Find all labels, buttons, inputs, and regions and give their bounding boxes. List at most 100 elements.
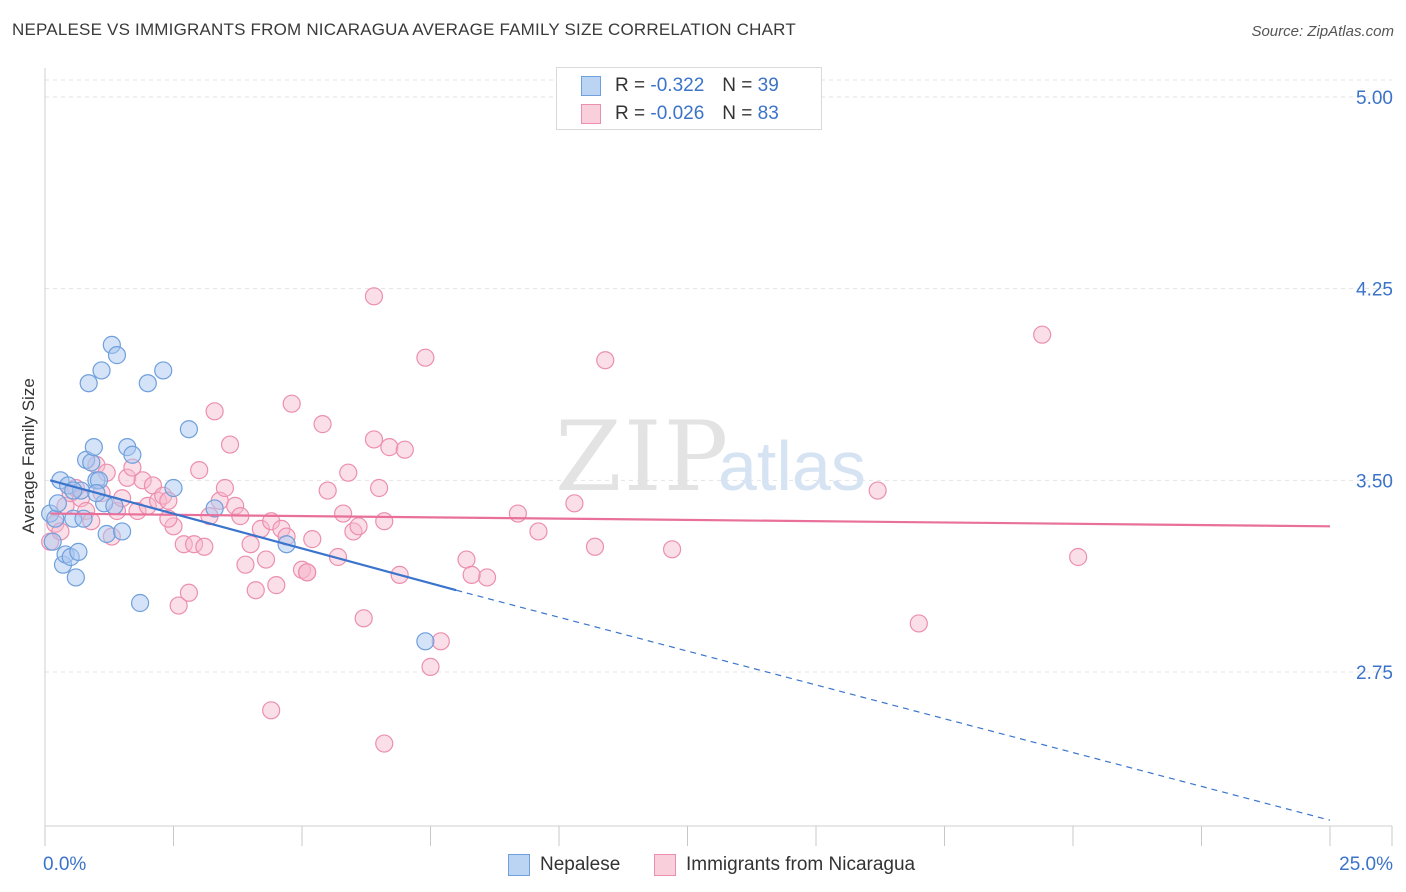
data-point-nicaragua [431,632,450,651]
data-point-nicaragua [236,555,255,574]
data-point-nicaragua [364,287,384,306]
data-point-nicaragua [241,535,260,554]
data-point-nicaragua [303,530,322,549]
data-point-nicaragua [195,537,214,556]
data-point-nicaragua [220,435,240,454]
legend-r-value: -0.026 [650,103,705,124]
data-point-nicaragua [133,471,152,490]
data-point-nicaragua [205,402,224,421]
series-legend: Nepalese Immigrants from Nicaragua [0,852,1406,878]
data-point-nicaragua [174,535,193,554]
data-point-nepalese [164,478,183,498]
data-point-nepalese [130,593,150,613]
data-point-nepalese [154,361,173,380]
x-tick-label: 25.0% [1339,854,1393,875]
data-point-nicaragua [585,537,605,556]
data-point-nicaragua [375,734,394,753]
data-point-nicaragua [298,563,317,582]
legend-r-label: R = [615,103,646,124]
legend-n-value: 39 [757,75,779,96]
legend-r-value: -0.322 [650,75,705,96]
legend-swatch-pink [581,104,601,124]
data-point-nicaragua [462,565,481,584]
data-point-nicaragua [1069,547,1088,567]
data-point-nicaragua [344,522,363,541]
data-point-nicaragua [262,701,281,720]
data-point-nepalese [79,374,98,393]
data-point-nepalese [48,494,67,513]
trend-line-nepalese [49,479,457,592]
source-label: Source: ZipAtlas.com [1251,23,1394,40]
y-tick-label: 3.50 [1356,471,1393,492]
data-point-nicaragua [421,657,440,676]
data-point-nepalese [82,453,101,472]
y-axis-label: Average Family Size [19,378,38,534]
data-point-nicaragua [565,494,584,513]
legend-row-nicaragua: R = -0.026 N = 83 [581,101,779,127]
data-point-nicaragua [364,430,384,449]
x-tick-label: 0.0% [43,854,86,875]
data-point-nicaragua [334,504,353,523]
data-point-nicaragua [596,351,615,370]
trend-line-nicaragua [50,512,1331,528]
legend-swatch-blue [581,76,601,96]
legend-r-label: R = [615,75,646,96]
data-point-nicaragua [477,568,497,587]
trend-line-nepalese-extrapolated [456,589,1331,821]
y-tick-label: 2.75 [1356,663,1393,684]
data-point-nepalese [107,346,127,365]
data-point-nicaragua [262,512,281,531]
legend-item-nicaragua: Immigrants from Nicaragua [654,852,915,878]
data-point-nicaragua [375,512,394,531]
legend-swatch-pink [654,854,676,876]
data-point-nicaragua [339,463,358,482]
data-point-nepalese [205,499,224,518]
data-point-nicaragua [292,560,312,579]
data-point-nicaragua [529,522,548,541]
data-point-nepalese [66,568,85,587]
legend-swatch-blue [508,854,530,876]
stats-legend: R = -0.322 N = 39 R = -0.026 N = 83 [556,67,822,130]
data-point-nepalese [92,361,111,380]
data-point-nepalese [69,542,88,561]
legend-n-label: N = [722,103,753,124]
y-tick-label: 4.25 [1356,280,1393,301]
data-point-nicaragua [416,348,435,367]
chart-title: NEPALESE VS IMMIGRANTS FROM NICARAGUA AV… [12,20,796,39]
data-point-nicaragua [380,438,399,457]
watermark-zip: ZIP [555,401,730,513]
data-point-nepalese [123,445,142,464]
data-point-nepalese [97,524,116,544]
data-point-nicaragua [118,468,137,487]
legend-label-nicaragua: Immigrants from Nicaragua [686,854,916,875]
data-point-nepalese [84,438,103,457]
data-point-nepalese [138,374,157,393]
watermark-atlas: atlas [718,427,866,505]
tick-labels: 2.75 3.50 4.25 5.00 0.0% 25.0% [43,88,1393,875]
data-point-nicaragua [318,481,337,500]
y-tick-label: 5.00 [1356,88,1393,109]
data-point-nicaragua [457,550,476,569]
legend-label-nepalese: Nepalese [540,854,621,875]
data-point-nicaragua [1033,325,1052,344]
legend-row-nepalese: R = -0.322 N = 39 [581,73,779,99]
data-point-nicaragua [370,478,389,498]
data-point-nepalese [112,522,132,541]
data-point-nicaragua [179,583,199,602]
data-point-nepalese [179,420,199,439]
data-point-nepalese [416,632,435,651]
data-point-nicaragua [395,440,414,459]
axes [44,68,1393,846]
data-point-nicaragua [215,478,234,498]
data-point-nicaragua [246,581,265,600]
data-point-nicaragua [354,609,373,628]
data-point-nicaragua [508,504,527,523]
gridlines [45,79,1392,673]
data-point-nicaragua [349,517,368,536]
data-point-nicaragua [909,614,928,633]
legend-item-nepalese: Nepalese [508,852,620,878]
data-point-nicaragua [256,550,276,569]
data-point-nicaragua [662,540,682,559]
